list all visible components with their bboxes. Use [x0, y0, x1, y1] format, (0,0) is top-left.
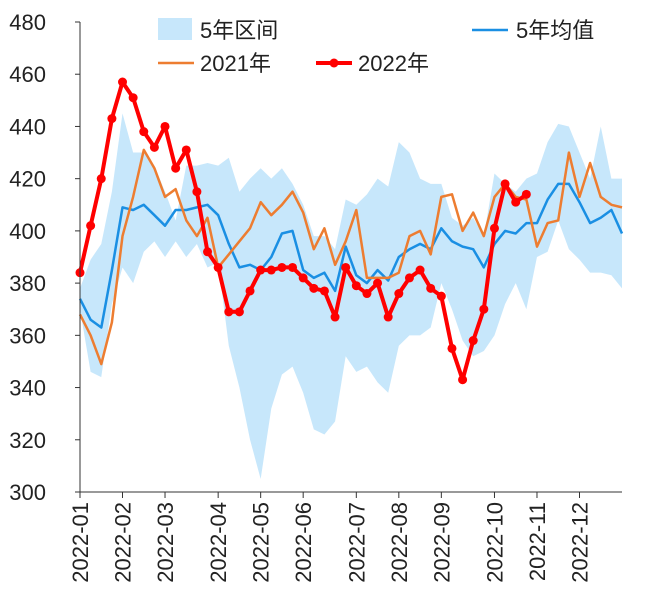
point [500, 179, 510, 189]
x-tick-label: 2022-08 [387, 502, 412, 583]
point [181, 145, 191, 155]
point [245, 286, 255, 296]
y-tick-label: 420 [9, 167, 46, 192]
point [426, 283, 436, 293]
y-tick-label: 360 [9, 323, 46, 348]
range-band [80, 113, 622, 479]
point [128, 93, 138, 103]
point [213, 262, 223, 272]
point [511, 197, 521, 207]
point [489, 223, 499, 233]
x-tick-label: 2022-07 [344, 502, 369, 583]
y-tick-label: 340 [9, 376, 46, 401]
point [330, 312, 340, 322]
x-tick-label: 2022-11 [525, 502, 550, 581]
point [309, 283, 319, 293]
x-tick-label: 2022-12 [567, 502, 592, 583]
point [373, 278, 383, 288]
legend-label: 2022年 [358, 51, 429, 76]
legend-swatch [329, 58, 339, 68]
x-tick-label: 2022-05 [249, 502, 274, 583]
y-tick-label: 460 [9, 62, 46, 87]
point [277, 262, 287, 272]
point [149, 142, 159, 152]
point [160, 121, 170, 131]
point [351, 281, 361, 291]
point [468, 336, 478, 346]
point [266, 265, 276, 275]
legend-label: 5年区间 [200, 18, 278, 43]
point [436, 291, 446, 301]
y-tick-label: 380 [9, 271, 46, 296]
point [224, 307, 234, 317]
point [118, 77, 128, 87]
y-tick-label: 320 [9, 428, 46, 453]
point [521, 189, 531, 199]
x-tick-label: 2022-01 [68, 502, 93, 583]
point [107, 114, 117, 124]
y-tick-label: 300 [9, 480, 46, 505]
point [139, 127, 149, 137]
point [362, 289, 372, 299]
point [171, 163, 181, 173]
x-tick-label: 2022-10 [482, 502, 507, 583]
legend-label: 2021年 [200, 51, 271, 76]
legend-label: 5年均值 [516, 18, 594, 43]
x-tick-label: 2022-02 [111, 502, 136, 583]
point [256, 265, 266, 275]
point [96, 174, 106, 184]
series-line [78, 148, 623, 366]
point [319, 286, 329, 296]
point [203, 247, 213, 257]
point [447, 343, 457, 353]
point [458, 375, 468, 385]
legend-swatch [158, 18, 192, 40]
point [394, 289, 404, 299]
point [383, 312, 393, 322]
y-tick-label: 400 [9, 219, 46, 244]
point [341, 262, 351, 272]
x-tick-label: 2022-03 [153, 502, 178, 583]
x-tick-label: 2022-09 [429, 502, 454, 583]
point [86, 221, 96, 231]
point [298, 273, 308, 283]
point [288, 262, 298, 272]
y-tick-label: 440 [9, 114, 46, 139]
point [404, 273, 414, 283]
point [415, 265, 425, 275]
x-tick-label: 2022-04 [206, 502, 231, 583]
point [192, 187, 202, 197]
point [479, 304, 489, 314]
point [234, 307, 244, 317]
y-tick-label: 480 [9, 10, 46, 35]
x-tick-label: 2022-06 [291, 502, 316, 583]
